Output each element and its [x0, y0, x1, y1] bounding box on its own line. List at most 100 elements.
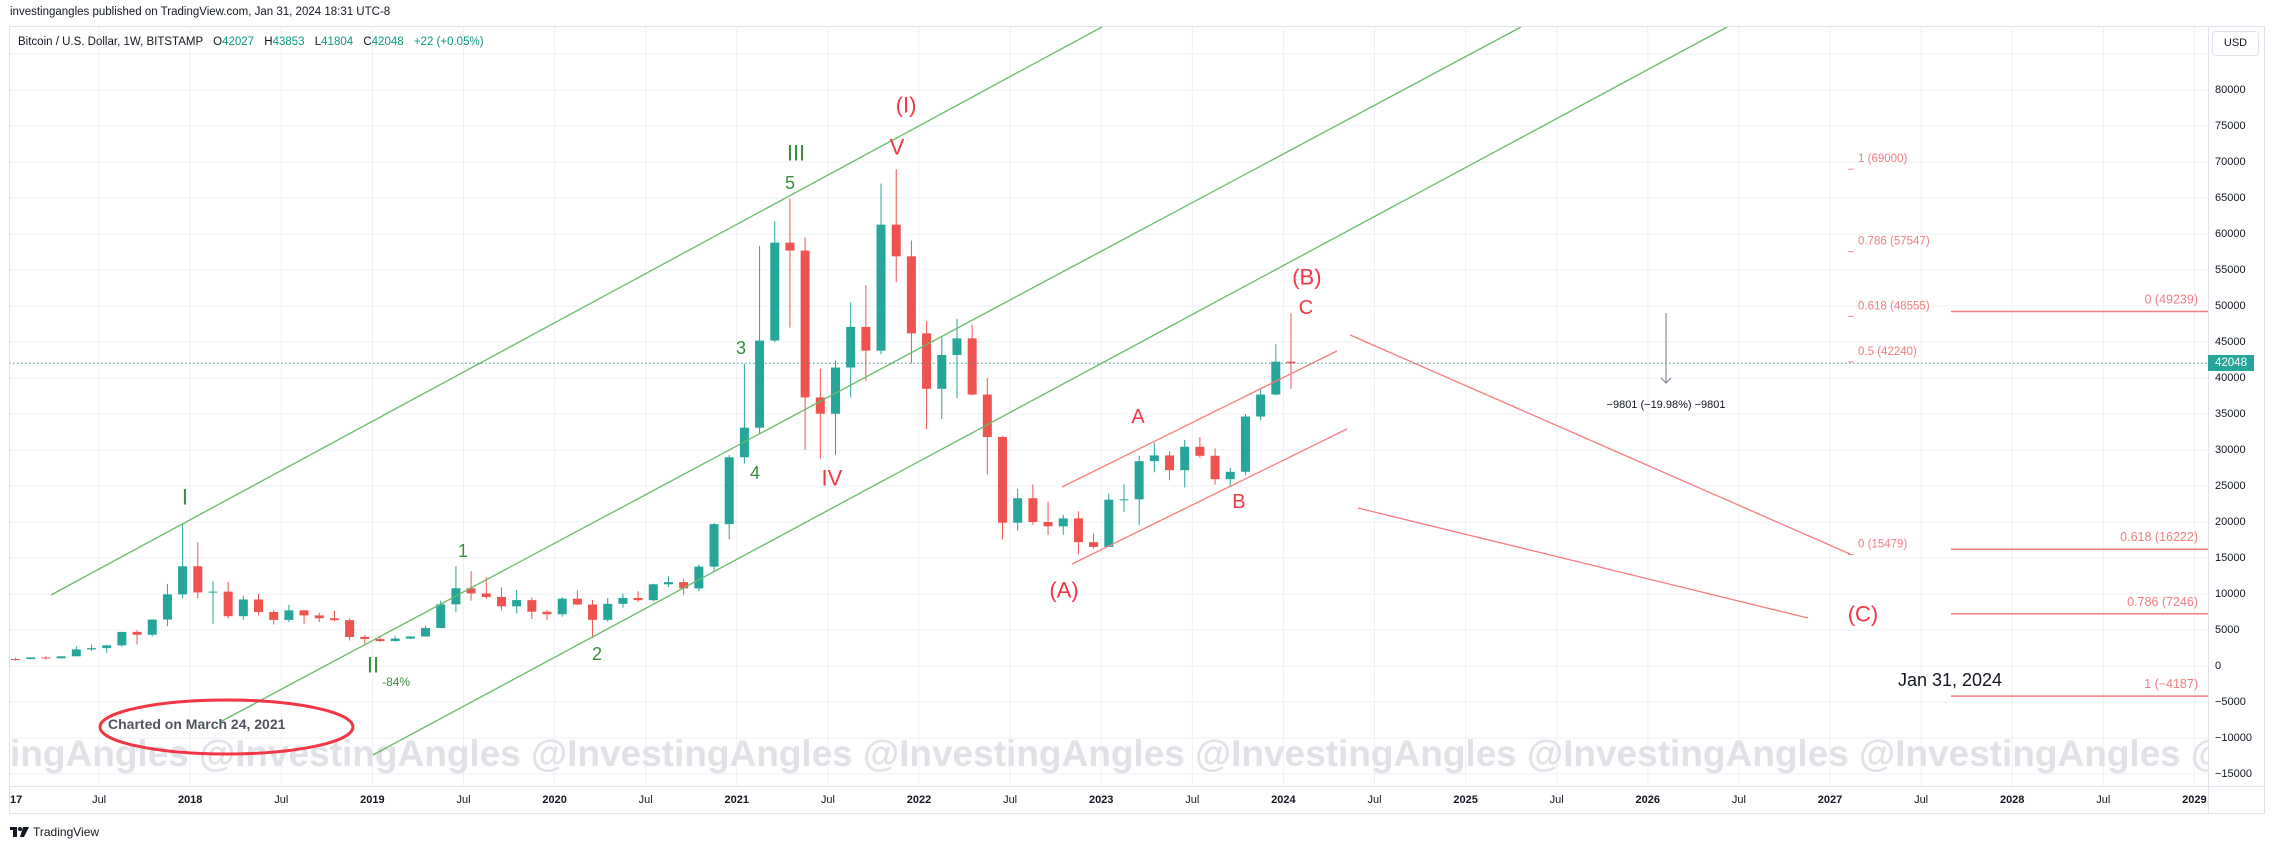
candle[interactable] — [1240, 414, 1250, 476]
candle[interactable] — [1134, 455, 1144, 525]
candle[interactable] — [466, 570, 476, 601]
wave-label[interactable]: -84% — [382, 675, 410, 689]
candle[interactable] — [663, 576, 673, 588]
candle[interactable] — [269, 610, 279, 625]
red-channel-upper-line[interactable] — [1061, 350, 1338, 488]
candle[interactable] — [329, 610, 339, 622]
candle[interactable] — [436, 600, 446, 629]
candle[interactable] — [1225, 468, 1235, 487]
candle[interactable] — [1271, 344, 1281, 396]
candle[interactable] — [785, 198, 795, 328]
wave-label[interactable]: (B) — [1292, 264, 1321, 289]
candle[interactable] — [830, 360, 840, 456]
candle[interactable] — [390, 635, 400, 642]
wave-label[interactable]: (A) — [1049, 577, 1078, 602]
candle[interactable] — [56, 656, 66, 659]
candle[interactable] — [87, 644, 97, 651]
candle[interactable] — [1119, 484, 1129, 512]
red-projection-lower-line[interactable] — [1357, 507, 1809, 619]
red-projection-upper-line[interactable] — [1349, 334, 1851, 555]
wave-label[interactable]: B — [1232, 491, 1245, 513]
candle[interactable] — [26, 657, 36, 660]
candle[interactable] — [1149, 442, 1159, 473]
wave-label[interactable]: A — [1131, 406, 1145, 428]
candle[interactable] — [223, 581, 233, 619]
candle[interactable] — [1195, 437, 1205, 458]
candle[interactable] — [861, 285, 871, 381]
candle[interactable] — [1286, 313, 1296, 389]
candle[interactable] — [952, 318, 962, 399]
wave-label[interactable]: 4 — [750, 463, 760, 483]
candle[interactable] — [922, 321, 932, 430]
candle[interactable] — [709, 523, 719, 571]
candle[interactable] — [421, 625, 431, 637]
currency-button[interactable]: USD — [2212, 31, 2259, 56]
candle[interactable] — [451, 566, 461, 613]
candle[interactable] — [496, 587, 506, 611]
candle[interactable] — [284, 604, 294, 623]
candle[interactable] — [299, 610, 309, 624]
candle[interactable] — [1180, 439, 1190, 488]
candle[interactable] — [254, 594, 264, 616]
wave-label[interactable]: C — [1299, 297, 1313, 319]
candle[interactable] — [1256, 389, 1266, 421]
candle[interactable] — [512, 590, 522, 614]
candle[interactable] — [982, 378, 992, 475]
candle[interactable] — [71, 646, 81, 657]
drawings[interactable]: 1 (69000) 0.786 (57547) 0.618 (48555) 0.5 (… — [9, 27, 2208, 756]
candle[interactable] — [572, 590, 582, 606]
candle[interactable] — [208, 581, 218, 624]
candle[interactable] — [633, 591, 643, 602]
candle[interactable] — [11, 657, 21, 661]
candle[interactable] — [178, 524, 188, 599]
red-channel-lower-line[interactable] — [1071, 428, 1348, 565]
candle[interactable] — [557, 597, 567, 617]
candle[interactable] — [405, 636, 415, 640]
candle[interactable] — [1043, 501, 1053, 535]
candle[interactable] — [117, 631, 127, 647]
candle[interactable] — [1104, 493, 1114, 548]
symbol-title[interactable]: Bitcoin / U.S. Dollar, 1W, BITSTAMP — [18, 36, 203, 48]
candle[interactable] — [193, 542, 203, 599]
wave-label[interactable]: IV — [822, 466, 843, 491]
candle[interactable] — [102, 644, 112, 653]
wave-label[interactable]: 5 — [785, 173, 795, 193]
candle[interactable] — [360, 634, 370, 644]
candle[interactable] — [876, 183, 886, 355]
candle[interactable] — [906, 240, 916, 364]
green-channel-lower-line[interactable] — [372, 27, 1728, 756]
wave-label[interactable]: (C) — [1848, 602, 1879, 627]
candle[interactable] — [800, 237, 810, 450]
candle[interactable] — [238, 595, 248, 620]
charted-date-note[interactable]: Charted on March 24, 2021 — [108, 716, 286, 732]
wave-label[interactable]: 1 — [458, 541, 468, 561]
wave-label[interactable]: (I) — [896, 92, 917, 117]
time-axis[interactable]: 17 Jul 2018 Jul 2019 Jul 2020 Jul 2021 Jul 2022 Jul… — [9, 787, 2208, 813]
candle[interactable] — [1073, 511, 1083, 555]
candle[interactable] — [1013, 488, 1023, 531]
wave-label[interactable]: I — [182, 485, 188, 510]
candle[interactable] — [147, 619, 157, 637]
candle[interactable] — [527, 597, 537, 620]
candle[interactable] — [542, 610, 552, 620]
candle[interactable] — [132, 630, 142, 645]
candle[interactable] — [603, 597, 613, 622]
symbol-legend[interactable]: Bitcoin / U.S. Dollar, 1W, BITSTAMP O420… — [18, 34, 484, 50]
candle[interactable] — [162, 583, 172, 627]
date-note[interactable]: Jan 31, 2024 — [1898, 670, 2002, 690]
candle[interactable] — [694, 564, 704, 592]
green-channel-middle-line[interactable] — [219, 27, 1522, 723]
wave-label[interactable]: II — [367, 652, 379, 677]
candlestick-series[interactable] — [11, 169, 1296, 661]
highlight-ellipse[interactable] — [98, 698, 355, 756]
candle[interactable] — [846, 302, 856, 398]
candle[interactable] — [1210, 448, 1220, 485]
candle[interactable] — [375, 636, 385, 642]
candle[interactable] — [1058, 514, 1068, 535]
green-channel-upper-line[interactable] — [50, 27, 1103, 596]
candle[interactable] — [770, 221, 780, 342]
candle[interactable] — [345, 618, 355, 641]
candle[interactable] — [648, 583, 658, 602]
